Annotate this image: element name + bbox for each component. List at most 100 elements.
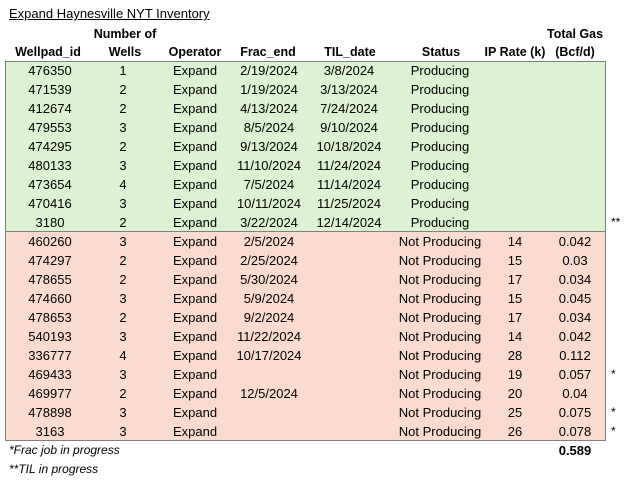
status-cell: Producing (410, 63, 470, 78)
til-date-cell (308, 365, 390, 384)
frac-end-cell: 2/5/2024 (243, 234, 295, 249)
operator-cell: Expand (172, 310, 218, 325)
total-gas-cell (545, 118, 605, 137)
frac-end-cell: 1/19/2024 (240, 82, 298, 97)
header-frac-end: Frac_end (240, 45, 296, 59)
wells-cell: 3 (119, 234, 127, 249)
footnote-mark: * (611, 367, 616, 381)
frac-end-cell: 10/17/2024 (236, 348, 302, 363)
frac-end-cell: 5/30/2024 (240, 272, 298, 287)
wells-cell: 3 (119, 405, 127, 420)
table-row: 469433 3 Expand Not Producing 19 0.057 (5, 365, 606, 384)
status-cell: Not Producing (398, 386, 482, 401)
ip-rate-cell (485, 118, 545, 137)
table-row: 478655 2 Expand 5/30/2024 Not Producing 17 0.0… (5, 270, 606, 289)
status-cell: Not Producing (398, 272, 482, 287)
total-gas-cell: 0.045 (558, 291, 592, 306)
wellpad-id-cell: 469977 (28, 386, 72, 401)
wellpad-id-cell: 474295 (28, 139, 72, 154)
wellpad-id-cell: 480133 (28, 158, 72, 173)
table-row: 471539 2 Expand 1/19/2024 3/13/2024 Producing (5, 80, 606, 99)
ip-rate-cell: 14 (507, 234, 523, 249)
wellpad-id-cell: 474660 (28, 291, 72, 306)
inventory-table: 476350 1 Expand 2/19/2024 3/8/2024 Producing 4… (5, 61, 606, 441)
wells-cell: 3 (119, 120, 127, 135)
til-date-cell (308, 384, 390, 403)
wellpad-id-cell: 460260 (28, 234, 72, 249)
wells-cell: 2 (119, 139, 127, 154)
wells-cell: 1 (119, 63, 127, 78)
wells-cell: 3 (119, 158, 127, 173)
wellpad-id-cell: 478898 (28, 405, 72, 420)
status-cell: Producing (410, 196, 470, 211)
frac-end-cell: 2/25/2024 (240, 253, 298, 268)
non-producing-group: 460260 3 Expand 2/5/2024 Not Producing 14 0.04… (5, 232, 606, 441)
ip-rate-cell: 20 (507, 386, 523, 401)
ip-rate-cell (485, 61, 545, 80)
status-cell: Not Producing (398, 329, 482, 344)
wells-cell: 3 (119, 329, 127, 344)
til-date-cell (308, 327, 390, 346)
wellpad-id-cell: 412674 (28, 101, 72, 116)
ip-rate-cell (485, 137, 545, 156)
til-date-cell (308, 422, 390, 441)
wells-cell: 2 (119, 215, 127, 230)
wells-cell: 3 (119, 196, 127, 211)
table-row: 3180 2 Expand 3/22/2024 12/14/2024 Producing (5, 213, 606, 232)
operator-cell: Expand (172, 329, 218, 344)
ip-rate-cell (485, 156, 545, 175)
footnote-frac-in-progress: *Frac job in progress (9, 443, 120, 457)
wellpad-id-cell: 478655 (28, 272, 72, 287)
frac-end-cell: 4/13/2024 (240, 101, 298, 116)
table-row: 480133 3 Expand 11/10/2024 11/24/2024 Produci… (5, 156, 606, 175)
til-date-cell (308, 346, 390, 365)
til-date-cell: 9/10/2024 (320, 120, 378, 135)
status-cell: Not Producing (398, 405, 482, 420)
table-row: 474297 2 Expand 2/25/2024 Not Producing 15 0.0… (5, 251, 606, 270)
operator-cell: Expand (172, 253, 218, 268)
table-row: 473654 4 Expand 7/5/2024 11/14/2024 Producing (5, 175, 606, 194)
status-cell: Not Producing (398, 348, 482, 363)
status-cell: Producing (410, 177, 470, 192)
total-gas-cell: 0.075 (558, 405, 592, 420)
til-date-cell (308, 289, 390, 308)
ip-rate-cell (485, 80, 545, 99)
status-cell: Producing (410, 120, 470, 135)
ip-rate-cell: 15 (507, 291, 523, 306)
frac-end-cell: 12/5/2024 (240, 386, 298, 401)
ip-rate-cell: 14 (507, 329, 523, 344)
table-row: 540193 3 Expand 11/22/2024 Not Producing 14 0.… (5, 327, 606, 346)
til-date-cell (308, 270, 390, 289)
frac-end-cell: 9/13/2024 (240, 139, 298, 154)
table-row: 474660 3 Expand 5/9/2024 Not Producing 15 0.04… (5, 289, 606, 308)
table-row: 3163 3 Expand Not Producing 26 0.078 (5, 422, 606, 441)
total-gas-cell (545, 175, 605, 194)
total-gas-cell: 0.078 (558, 424, 592, 439)
producing-group: 476350 1 Expand 2/19/2024 3/8/2024 Producing 4… (5, 61, 606, 232)
operator-cell: Expand (172, 82, 218, 97)
ip-rate-cell: 19 (507, 367, 523, 382)
header-total-gas-line2: (Bcf/d) (555, 45, 595, 59)
operator-cell: Expand (172, 215, 218, 230)
wells-cell: 2 (119, 101, 127, 116)
wellpad-id-cell: 469433 (28, 367, 72, 382)
operator-cell: Expand (172, 272, 218, 287)
total-gas-cell: 0.034 (558, 272, 592, 287)
operator-cell: Expand (172, 424, 218, 439)
til-date-cell: 12/14/2024 (316, 215, 382, 230)
wells-cell: 2 (119, 272, 127, 287)
status-cell: Not Producing (398, 367, 482, 382)
frac-end-cell: 11/10/2024 (236, 158, 302, 173)
operator-cell: Expand (172, 177, 218, 192)
footnote-mark: * (611, 405, 616, 419)
frac-end-cell (230, 403, 308, 422)
wellpad-id-cell: 473654 (28, 177, 72, 192)
total-gas-cell: 0.03 (562, 253, 588, 268)
header-status: Status (421, 45, 461, 59)
frac-end-cell: 10/11/2024 (236, 196, 302, 211)
til-date-cell: 11/14/2024 (316, 177, 382, 192)
frac-end-cell: 5/9/2024 (243, 291, 295, 306)
total-gas-cell (545, 213, 605, 232)
til-date-cell (308, 251, 390, 270)
total-gas-cell (545, 80, 605, 99)
